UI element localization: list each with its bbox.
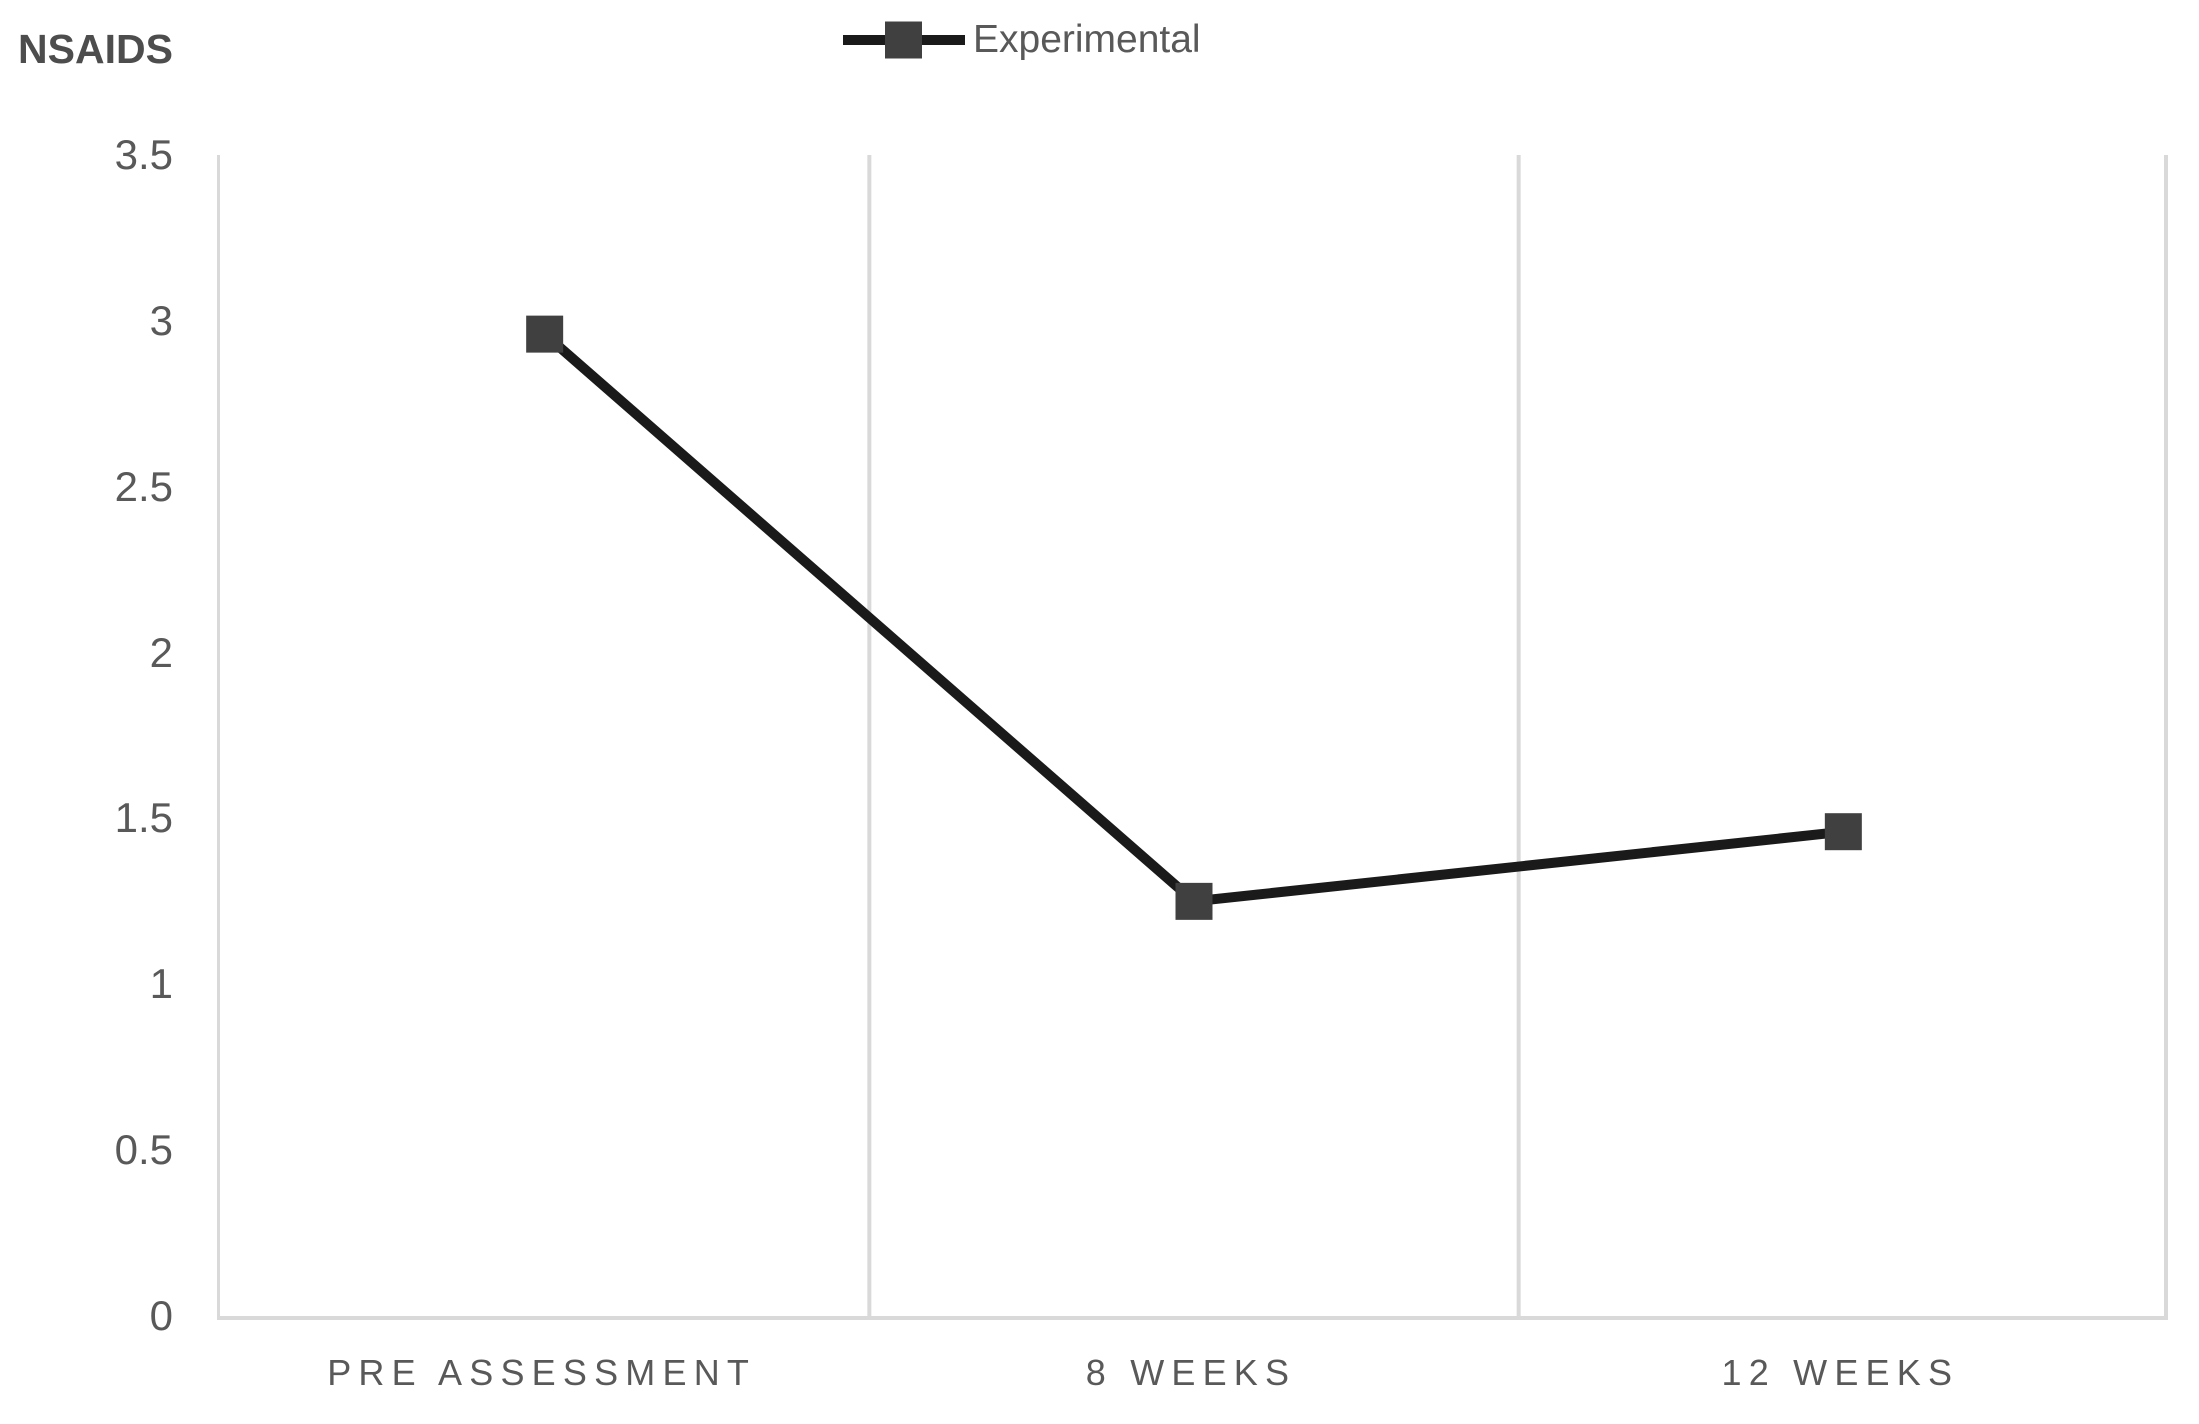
plot-area — [217, 155, 2168, 1320]
legend-line-sample — [843, 21, 965, 59]
series-line-experimental — [541, 330, 1844, 907]
legend: Experimental — [843, 12, 1201, 68]
chart-title: NSAIDS — [18, 26, 173, 72]
y-tick-label: 1.5 — [114, 794, 173, 842]
x-category-label: PRE ASSESSMENT — [327, 1352, 757, 1393]
y-tick-label: 2.5 — [114, 462, 173, 510]
y-tick-label: 0.5 — [114, 1126, 173, 1174]
y-tick-label: 1 — [149, 960, 173, 1008]
y-tick-label: 3 — [149, 296, 173, 344]
data-point-marker — [1175, 882, 1213, 920]
y-tick-label: 3.5 — [114, 131, 173, 178]
y-tick-label: 0 — [149, 1292, 173, 1339]
series-plot — [526, 155, 2168, 1316]
legend-square-marker-icon — [885, 21, 922, 59]
x-category-label: 8 WEEKS — [1085, 1352, 1297, 1393]
data-point-marker — [1824, 813, 1862, 851]
data-point-marker — [526, 315, 564, 353]
y-tick-label: 2 — [149, 628, 173, 676]
x-category-label: 12 WEEKS — [1721, 1352, 1960, 1393]
legend-series-label: Experimental — [973, 18, 1201, 61]
